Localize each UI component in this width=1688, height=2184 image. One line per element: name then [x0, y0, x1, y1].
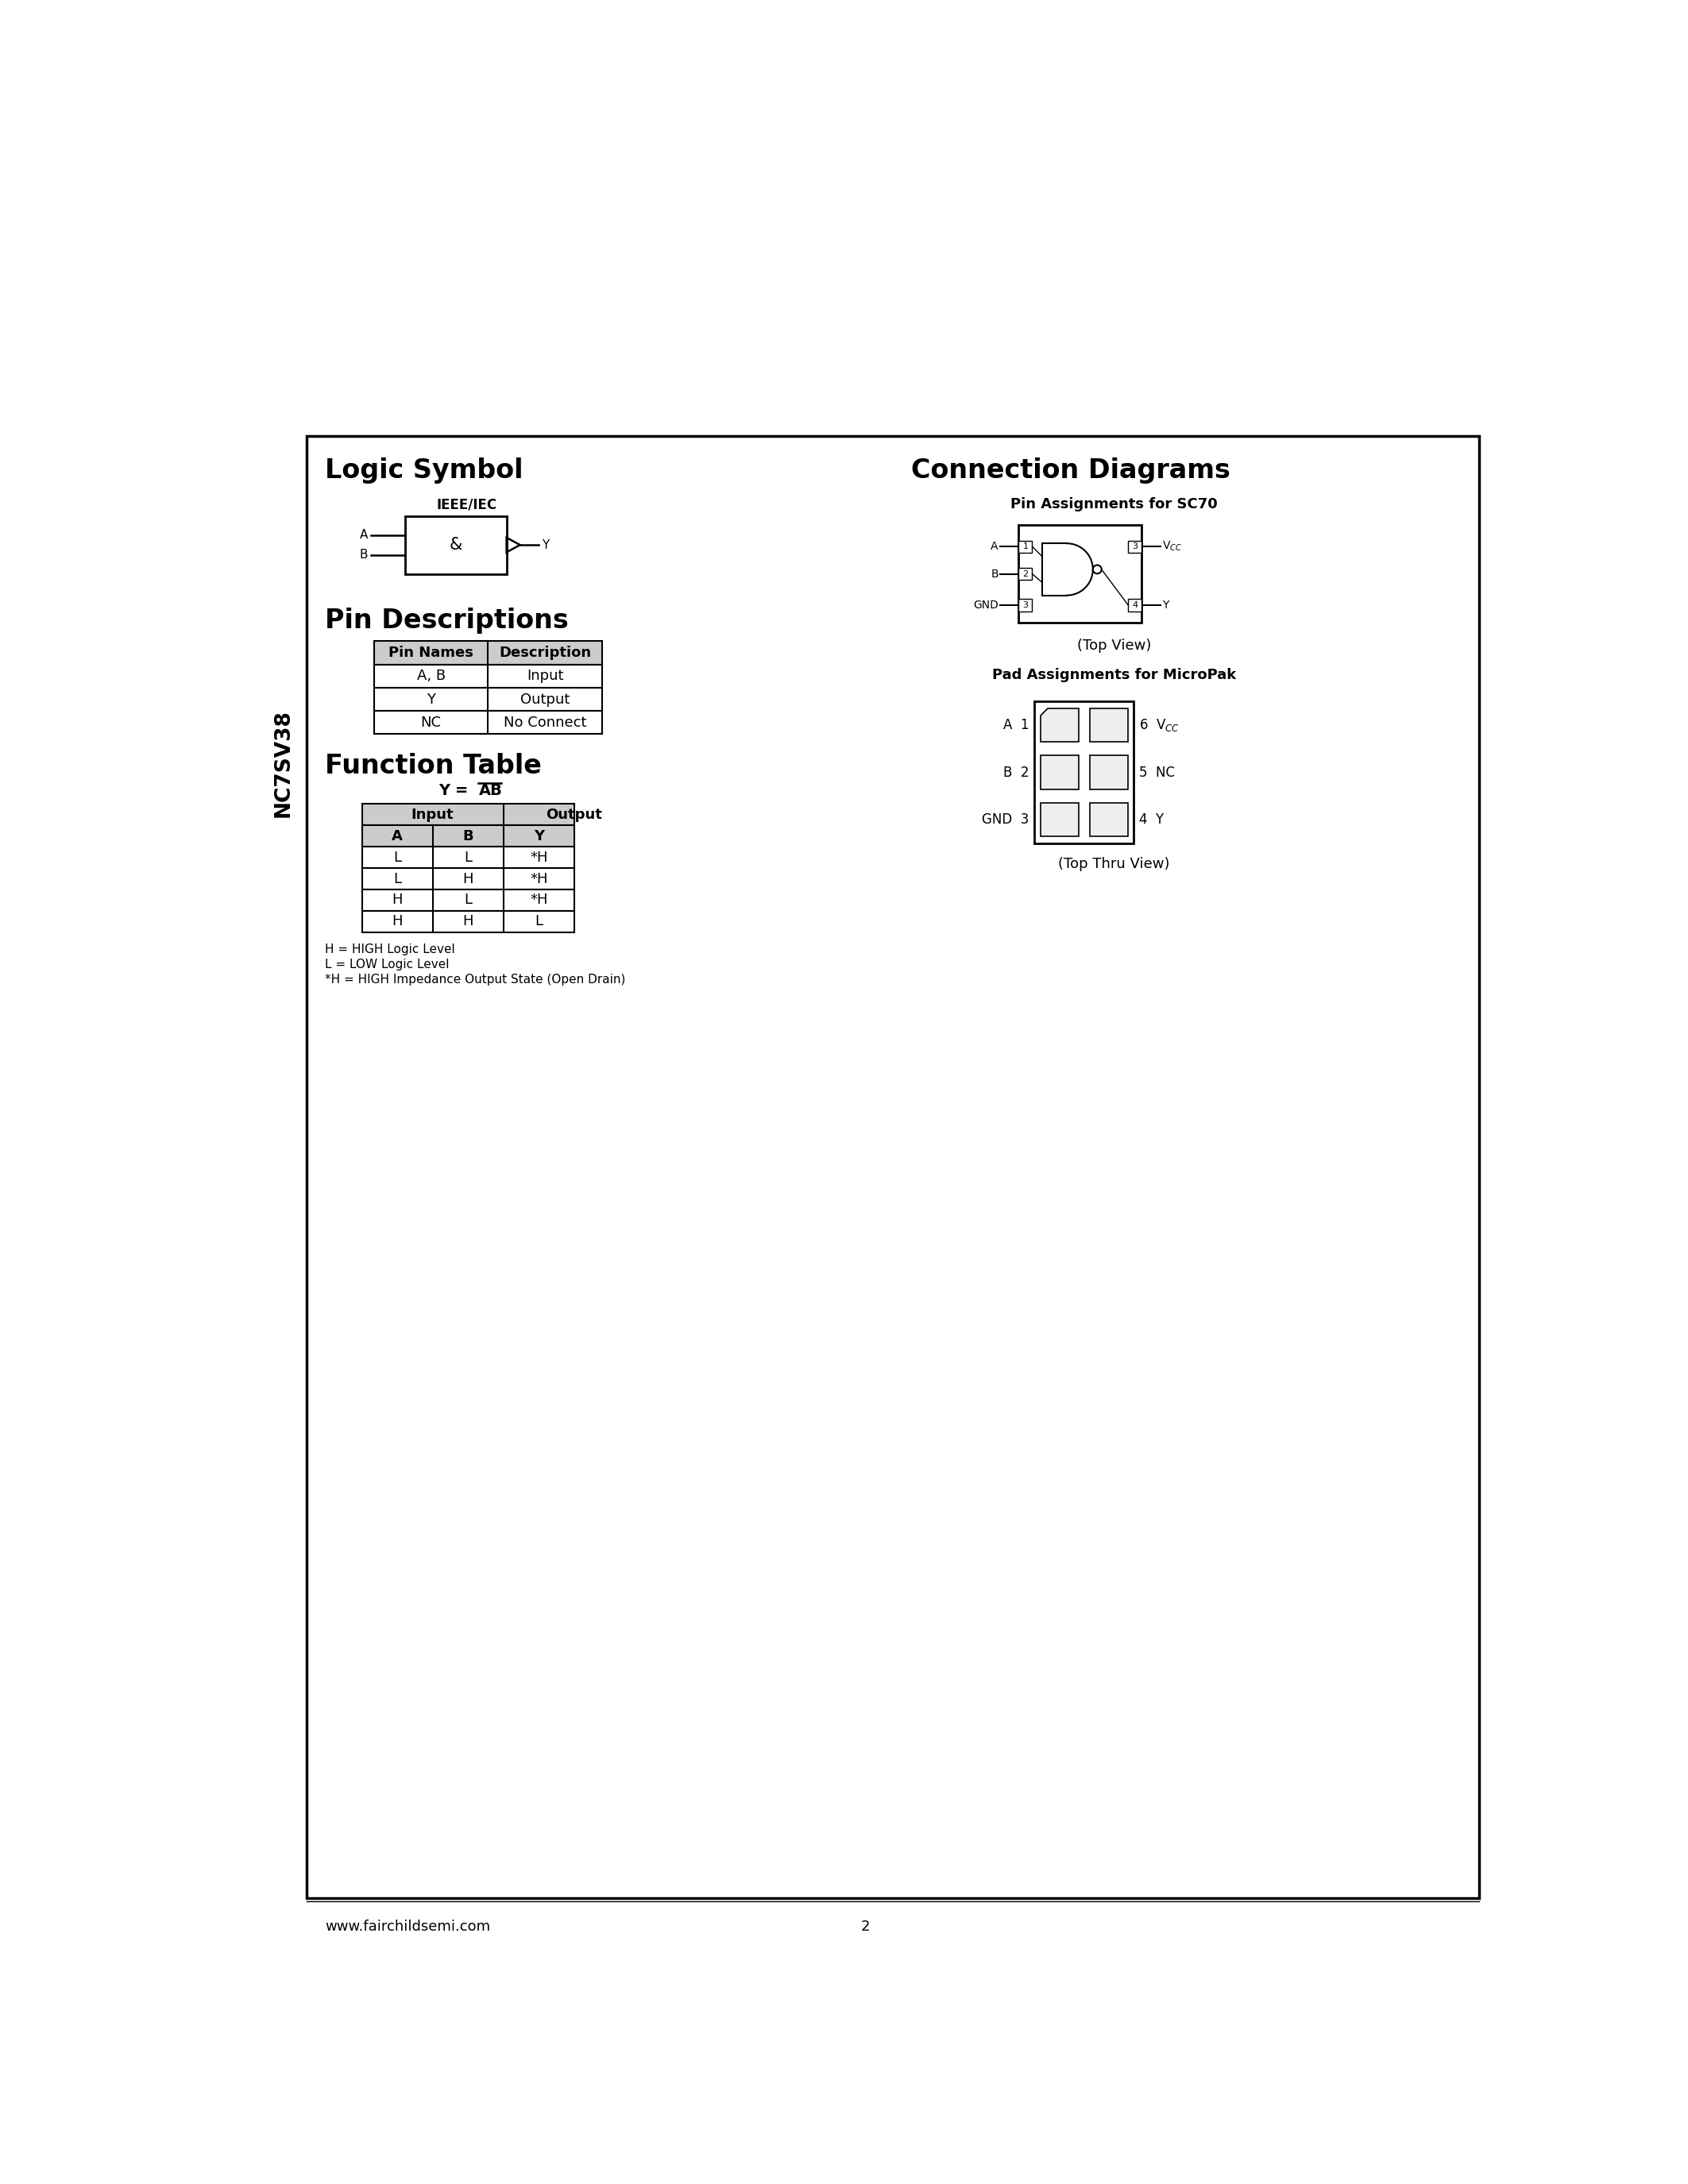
- Text: H: H: [392, 893, 403, 906]
- Bar: [307, 437, 1479, 1898]
- Bar: [1035, 701, 1134, 843]
- Bar: [375, 642, 603, 664]
- Text: Connection Diagrams: Connection Diagrams: [912, 459, 1231, 485]
- Text: Description: Description: [500, 646, 591, 660]
- Text: *H: *H: [530, 871, 547, 887]
- Text: www.fairchildsemi.com: www.fairchildsemi.com: [324, 1920, 490, 1933]
- Bar: [1018, 539, 1033, 553]
- Text: Logic Symbol: Logic Symbol: [324, 459, 523, 485]
- Text: Y: Y: [533, 830, 544, 843]
- Text: B: B: [360, 548, 368, 561]
- Text: B: B: [991, 568, 998, 579]
- Text: L = LOW Logic Level: L = LOW Logic Level: [324, 959, 449, 970]
- Text: L: L: [464, 850, 473, 865]
- Text: H = HIGH Logic Level: H = HIGH Logic Level: [324, 943, 456, 954]
- Text: 3: 3: [1023, 601, 1028, 609]
- Text: (Top Thru View): (Top Thru View): [1058, 856, 1170, 871]
- Text: H: H: [463, 915, 473, 928]
- Bar: [375, 664, 603, 688]
- Bar: [405, 515, 506, 574]
- Bar: [1040, 756, 1079, 788]
- Bar: [1018, 598, 1033, 612]
- Text: A  1: A 1: [1003, 719, 1030, 732]
- Text: Y: Y: [1161, 601, 1168, 612]
- Text: L: L: [535, 915, 544, 928]
- Text: H: H: [392, 915, 403, 928]
- Text: 1: 1: [1023, 542, 1028, 550]
- Text: (Top View): (Top View): [1077, 638, 1151, 653]
- Text: 5  NC: 5 NC: [1139, 764, 1175, 780]
- Text: 2: 2: [1023, 570, 1028, 579]
- Text: Output: Output: [520, 692, 571, 705]
- Text: L: L: [464, 893, 473, 906]
- Text: A: A: [991, 542, 998, 553]
- Text: *H = HIGH Impedance Output State (Open Drain): *H = HIGH Impedance Output State (Open D…: [324, 974, 626, 985]
- Bar: [375, 712, 603, 734]
- Text: Input: Input: [412, 808, 454, 821]
- Bar: [361, 826, 574, 847]
- Text: 6  V$_{CC}$: 6 V$_{CC}$: [1139, 716, 1180, 734]
- Bar: [1128, 539, 1141, 553]
- Bar: [1040, 804, 1079, 836]
- Bar: [1089, 804, 1128, 836]
- Text: Input: Input: [527, 668, 564, 684]
- Text: A: A: [392, 830, 403, 843]
- Text: NC7SV38: NC7SV38: [273, 710, 294, 817]
- Text: Function Table: Function Table: [324, 753, 542, 780]
- Bar: [361, 804, 574, 826]
- Text: AB: AB: [479, 782, 503, 797]
- Text: Y: Y: [427, 692, 436, 705]
- Text: Y =: Y =: [439, 782, 474, 797]
- Text: GND  3: GND 3: [982, 812, 1030, 826]
- Text: B  2: B 2: [1003, 764, 1030, 780]
- Bar: [1018, 524, 1141, 622]
- Text: *H: *H: [530, 893, 547, 906]
- Circle shape: [1092, 566, 1102, 574]
- Text: 2: 2: [861, 1920, 869, 1933]
- Text: A: A: [360, 529, 368, 542]
- Bar: [1018, 568, 1033, 581]
- Text: B: B: [463, 830, 473, 843]
- Text: IEEE/IEC: IEEE/IEC: [436, 498, 496, 511]
- Text: V$_{CC}$: V$_{CC}$: [1161, 539, 1182, 553]
- Text: Pin Names: Pin Names: [388, 646, 474, 660]
- Text: A, B: A, B: [417, 668, 446, 684]
- Text: GND: GND: [972, 601, 998, 612]
- Text: Pin Descriptions: Pin Descriptions: [324, 607, 569, 633]
- Text: Output: Output: [547, 808, 603, 821]
- Text: 4  Y: 4 Y: [1139, 812, 1163, 826]
- Text: 4: 4: [1133, 601, 1138, 609]
- Text: L: L: [393, 871, 402, 887]
- Text: *H: *H: [530, 850, 547, 865]
- Text: Pin Assignments for SC70: Pin Assignments for SC70: [1011, 498, 1217, 511]
- Bar: [361, 847, 574, 867]
- Bar: [361, 867, 574, 889]
- Text: Y: Y: [542, 539, 549, 550]
- Bar: [375, 688, 603, 712]
- Polygon shape: [1040, 708, 1079, 743]
- Bar: [361, 911, 574, 933]
- Bar: [1128, 598, 1141, 612]
- Text: No Connect: No Connect: [503, 716, 586, 729]
- Bar: [361, 889, 574, 911]
- Bar: [1089, 708, 1128, 743]
- Text: &: &: [449, 537, 463, 553]
- Text: 3: 3: [1133, 542, 1138, 550]
- Bar: [1089, 756, 1128, 788]
- Text: NC: NC: [420, 716, 442, 729]
- Text: Pad Assignments for MicroPak: Pad Assignments for MicroPak: [993, 668, 1236, 681]
- Text: H: H: [463, 871, 473, 887]
- Text: L: L: [393, 850, 402, 865]
